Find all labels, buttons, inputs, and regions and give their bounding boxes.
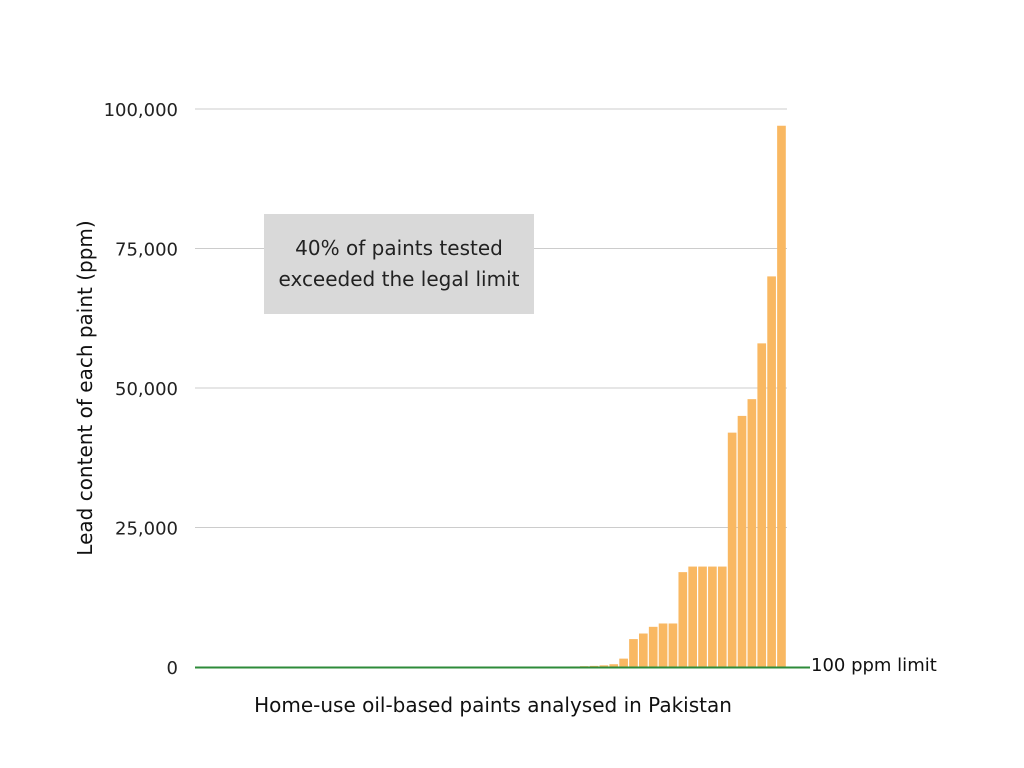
y-axis-ticks: 0 25,000 50,000 75,000 100,000: [104, 100, 178, 679]
annotation-line-2: exceeded the legal limit: [278, 267, 520, 291]
bars: [569, 125, 786, 668]
bar: [717, 566, 727, 667]
bar: [737, 415, 747, 667]
bar: [668, 623, 678, 667]
bar: [639, 633, 648, 667]
y-tick-label: 50,000: [115, 379, 178, 400]
bar: [629, 639, 638, 667]
annotation-callout: 40% of paints tested exceeded the legal …: [264, 214, 534, 314]
bar: [747, 399, 757, 667]
bar: [767, 276, 776, 667]
annotation-line-1: 40% of paints tested: [295, 236, 503, 260]
bar: [589, 665, 599, 667]
bar: [648, 626, 658, 667]
bar: [777, 125, 786, 668]
gridlines: [195, 108, 787, 528]
limit-line-label: 100 ppm limit: [811, 655, 937, 676]
y-axis-title: Lead content of each paint (ppm): [73, 220, 97, 555]
y-tick-label: 75,000: [115, 240, 178, 261]
x-axis-title: Home-use oil-based paints analysed in Pa…: [254, 693, 732, 717]
bar: [708, 566, 717, 667]
bar: [658, 623, 668, 667]
bar: [698, 566, 707, 667]
bar: [609, 664, 619, 667]
bar: [599, 665, 609, 667]
bar: [757, 343, 767, 667]
bar: [619, 658, 628, 667]
bar: [678, 572, 688, 667]
y-tick-label: 25,000: [115, 519, 178, 540]
y-tick-label: 0: [167, 658, 178, 679]
bar: [688, 566, 697, 667]
y-tick-label: 100,000: [104, 100, 178, 121]
bar: [727, 432, 737, 667]
